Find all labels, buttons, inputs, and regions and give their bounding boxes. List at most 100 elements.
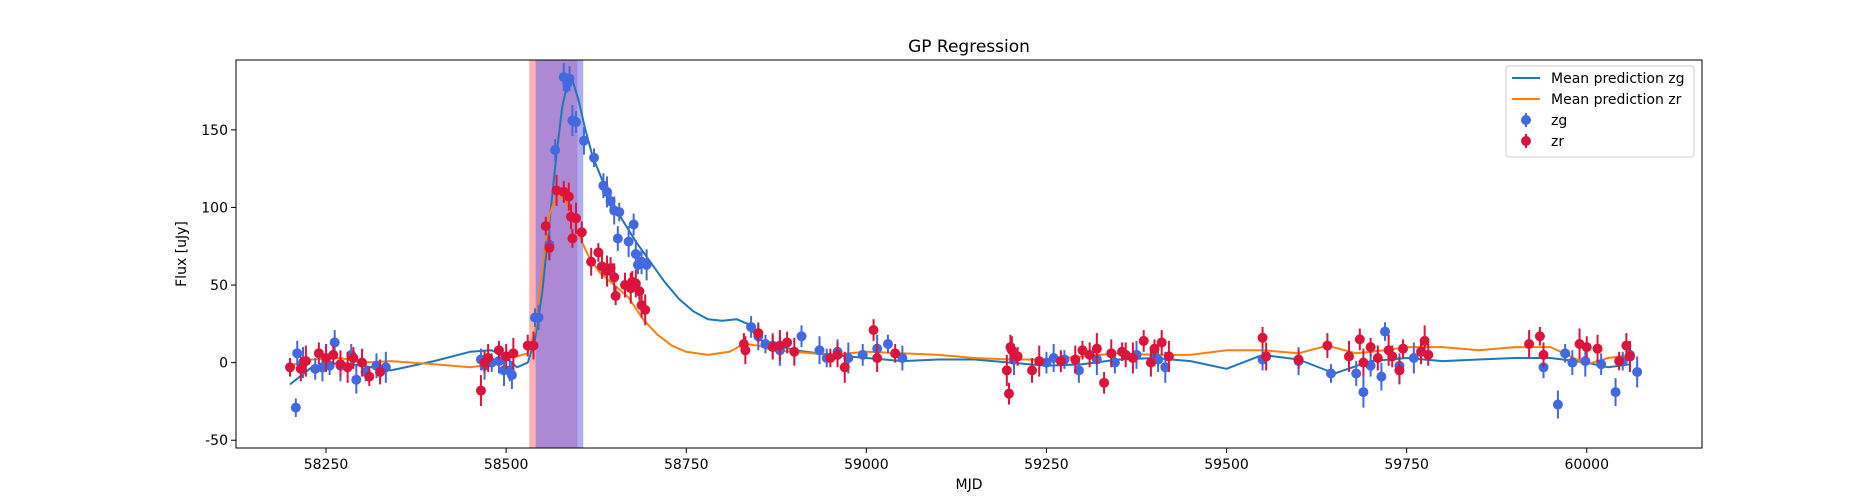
data-point — [493, 345, 504, 356]
data-point — [796, 331, 807, 342]
data-point — [610, 290, 621, 301]
data-point — [329, 337, 340, 348]
data-point — [1160, 362, 1171, 373]
data-point — [1567, 357, 1578, 368]
data-point — [550, 145, 561, 156]
data-point — [1027, 365, 1038, 376]
data-point — [1365, 342, 1376, 353]
data-point — [528, 340, 539, 351]
data-point — [589, 152, 600, 163]
x-tick-label: 58750 — [664, 457, 709, 473]
data-point — [576, 227, 587, 238]
data-point — [602, 186, 613, 197]
data-point — [614, 207, 625, 218]
data-point — [475, 385, 486, 396]
y-tick-label: 100 — [201, 200, 228, 216]
data-point — [375, 366, 386, 377]
data-point — [1070, 354, 1081, 365]
y-tick-label: 150 — [201, 123, 228, 139]
data-point — [872, 352, 883, 363]
data-point — [1423, 349, 1434, 360]
data-point — [609, 272, 620, 283]
data-point — [1145, 357, 1156, 368]
y-tick-label: 50 — [210, 278, 228, 294]
legend-label: Mean prediction zg — [1551, 71, 1685, 87]
y-tick-label: -50 — [205, 433, 228, 449]
legend-swatch-marker — [1521, 136, 1531, 146]
data-point — [1127, 352, 1138, 363]
data-point — [348, 352, 359, 363]
data-point — [1632, 366, 1643, 377]
data-point — [493, 356, 504, 367]
data-point — [1003, 388, 1014, 399]
data-point — [1372, 352, 1383, 363]
data-point — [1408, 352, 1419, 363]
data-point — [1034, 356, 1045, 367]
x-axis-label: MJD — [956, 477, 983, 493]
data-point — [814, 345, 825, 356]
data-point — [533, 312, 544, 323]
data-point — [890, 348, 901, 359]
data-point — [324, 360, 335, 371]
data-point — [1091, 343, 1102, 354]
data-point — [567, 233, 578, 244]
data-point — [746, 321, 757, 332]
data-point — [313, 348, 324, 359]
x-tick-label: 60000 — [1564, 457, 1609, 473]
data-point — [328, 349, 339, 360]
series-points — [285, 63, 1643, 419]
x-tick-label: 58500 — [484, 457, 529, 473]
data-point — [1394, 365, 1405, 376]
data-point — [1358, 387, 1369, 398]
data-point — [868, 325, 879, 336]
data-point — [285, 362, 296, 373]
data-point — [857, 349, 868, 360]
data-point — [593, 247, 604, 258]
data-point — [1138, 335, 1149, 346]
data-point — [1614, 356, 1625, 367]
y-axis-label: Flux [uJy] — [174, 221, 190, 287]
data-point — [357, 357, 368, 368]
data-point — [571, 117, 582, 128]
data-point — [882, 339, 893, 350]
data-point — [1592, 343, 1603, 354]
data-point — [832, 349, 843, 360]
data-point — [641, 259, 652, 270]
x-tick-label: 58250 — [304, 457, 349, 473]
x-axis-ticks: 58250 58500 58750 59000 59250 59500 59750 60000 — [304, 448, 1609, 473]
data-point — [839, 362, 850, 373]
data-point — [1156, 337, 1167, 348]
data-point — [1419, 335, 1430, 346]
data-point — [1621, 340, 1632, 351]
data-point — [630, 278, 641, 289]
data-point — [1322, 340, 1333, 351]
x-tick-label: 59750 — [1384, 457, 1429, 473]
legend-label: Mean prediction zr — [1551, 92, 1682, 108]
data-point — [1099, 377, 1110, 388]
legend-swatch-marker — [1521, 115, 1531, 125]
data-point — [1001, 365, 1012, 376]
data-point — [1610, 387, 1621, 398]
data-point — [782, 337, 793, 348]
data-point — [1261, 351, 1272, 362]
data-point — [1163, 351, 1174, 362]
data-point — [295, 363, 306, 374]
data-point — [586, 256, 597, 267]
data-point — [1354, 334, 1365, 345]
data-point — [1538, 349, 1549, 360]
data-point — [843, 352, 854, 363]
data-point — [508, 348, 519, 359]
data-point — [290, 402, 301, 413]
data-point — [1325, 368, 1336, 379]
legend-box — [1505, 65, 1695, 158]
data-point — [1257, 332, 1268, 343]
data-point — [1293, 354, 1304, 365]
x-tick-label: 59000 — [844, 457, 889, 473]
data-point — [1376, 371, 1387, 382]
data-point — [1084, 349, 1095, 360]
data-point — [563, 191, 574, 202]
data-point — [544, 242, 555, 253]
x-tick-label: 59500 — [1204, 457, 1249, 473]
data-point — [1387, 351, 1398, 362]
